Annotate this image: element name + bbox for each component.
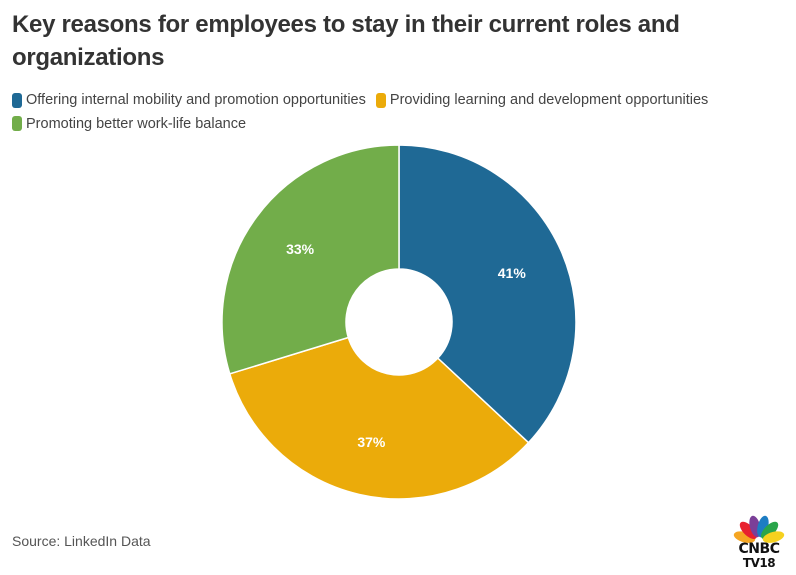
slice-internal-mobility[interactable]: [398, 144, 577, 444]
cnbc-tv18-logo: CNBC TV18: [728, 510, 790, 572]
slice-work-life-balance[interactable]: [221, 144, 400, 375]
slices-group: [221, 144, 577, 500]
labels-group: 41% 37% 33%: [286, 241, 526, 450]
chart-title: Key reasons for employees to stay in the…: [12, 11, 680, 71]
logo-text-cnbc: CNBC: [738, 541, 780, 557]
legend-label: Offering internal mobility and promotion…: [26, 92, 366, 108]
peacock-icon: [733, 515, 785, 543]
logo-text-tv18: TV18: [742, 556, 776, 570]
source-note: Source: LinkedIn Data: [12, 533, 151, 549]
legend: Offering internal mobility and promotion…: [12, 90, 792, 137]
legend-label: Promoting better work-life balance: [26, 115, 247, 132]
data-label-learning-development: 37%: [357, 434, 386, 450]
legend-swatch: [12, 116, 22, 131]
peacock-feather: [761, 521, 779, 539]
legend-swatch: [12, 92, 22, 108]
legend-item-work-life-balance[interactable]: Promoting better work-life balance: [12, 114, 246, 134]
slice-learning-development[interactable]: [228, 336, 530, 500]
data-label-work-life-balance: 33%: [286, 241, 315, 257]
data-label-internal-mobility: 41%: [498, 265, 527, 281]
legend-label: Providing learning and development oppor…: [389, 92, 709, 108]
legend-item-internal-mobility[interactable]: Offering internal mobility and promotion…: [12, 90, 366, 110]
legend-swatch: [375, 92, 386, 108]
peacock-feather: [739, 521, 757, 539]
peacock-feather: [762, 531, 785, 543]
legend-item-learning-development[interactable]: Providing learning and development oppor…: [375, 90, 709, 110]
